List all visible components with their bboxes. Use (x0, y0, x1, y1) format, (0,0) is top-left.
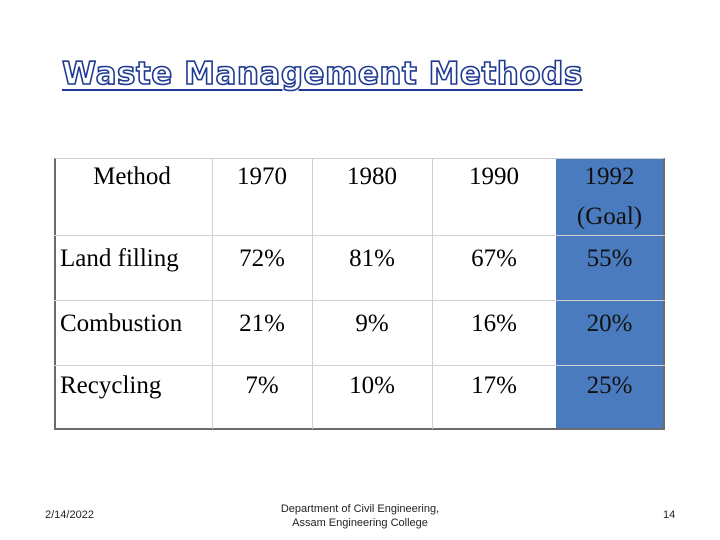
row-combustion-method: Combustion (60, 310, 183, 337)
table-cell-goal: 20% (586, 310, 633, 337)
row-land-filling-method: Land filling (60, 245, 179, 272)
row-divider (54, 235, 665, 236)
table-cell: 81% (349, 245, 395, 272)
table-cell-goal: 25% (586, 372, 633, 399)
header-1970: 1970 (237, 163, 287, 190)
footer-department: Department of Civil Engineering, (280, 503, 440, 515)
footer-date: 2/14/2022 (45, 509, 94, 521)
table-cell: 16% (471, 310, 517, 337)
row-divider (54, 300, 665, 301)
table-cell: 67% (471, 245, 517, 272)
table-cell: 72% (239, 245, 285, 272)
page-number: 14 (663, 509, 676, 521)
column-divider (432, 158, 433, 429)
footer-college: Assam Engineering College (292, 517, 428, 529)
header-1992: 1992 (584, 163, 635, 190)
row-recycling-method: Recycling (60, 372, 162, 399)
slide-title: Waste Management Methods (61, 55, 583, 93)
goal-column-highlight (556, 158, 663, 429)
row-divider (54, 365, 665, 366)
table-cell: 9% (355, 310, 389, 337)
header-1980: 1980 (347, 163, 397, 190)
table-cell: 17% (471, 372, 517, 399)
header-1990: 1990 (469, 163, 519, 190)
column-divider (212, 158, 213, 429)
header-method: Method (93, 163, 171, 190)
data-table (54, 158, 665, 430)
column-divider (312, 158, 313, 429)
table-cell-goal: 55% (586, 245, 633, 272)
table-cell: 10% (349, 372, 395, 399)
table-cell: 7% (245, 372, 279, 399)
table-cell: 21% (239, 310, 285, 337)
header-goal-label: (Goal) (576, 203, 643, 230)
